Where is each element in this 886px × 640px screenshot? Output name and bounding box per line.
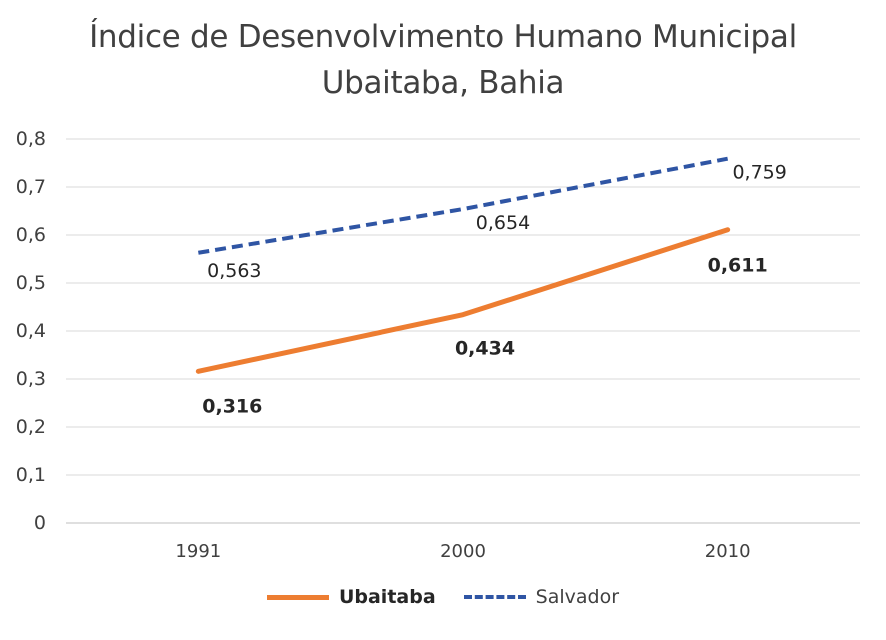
- chart-title: Índice de Desenvolvimento Humano Municip…: [89, 19, 797, 55]
- data-label-ubaitaba: 0,611: [708, 255, 768, 277]
- chart-title-block: Índice de Desenvolvimento Humano Municip…: [0, 14, 886, 106]
- y-tick-label: 0,6: [16, 224, 46, 246]
- x-tick-label: 2000: [440, 541, 486, 562]
- x-tick-label: 1991: [175, 541, 221, 562]
- legend-item-ubaitaba: Ubaitaba: [266, 586, 436, 608]
- chart-subtitle: Ubaitaba, Bahia: [321, 65, 565, 101]
- legend-item-salvador: Salvador: [463, 586, 620, 608]
- legend-swatch-ubaitaba: [266, 594, 329, 600]
- legend-swatch-salvador: [463, 595, 526, 599]
- series-line-ubaitaba: [195, 227, 731, 374]
- chart-legend: Ubaitaba Salvador: [0, 586, 886, 608]
- y-tick-label: 0,8: [16, 128, 46, 150]
- y-tick-label: 0,2: [16, 416, 46, 438]
- x-tick-label: 2010: [705, 541, 751, 562]
- series-line-salvador: [198, 156, 729, 255]
- legend-label-salvador: Salvador: [535, 586, 620, 608]
- data-label-salvador: 0,563: [207, 260, 261, 282]
- data-label-ubaitaba: 0,316: [202, 395, 262, 417]
- data-label-salvador: 0,654: [476, 212, 530, 234]
- legend-label-ubaitaba: Ubaitaba: [338, 586, 436, 608]
- y-tick-label: 0,7: [16, 176, 46, 198]
- y-tick-label: 0: [34, 512, 46, 534]
- line-chart: 0 0,1 0,2 0,3 0,4 0,5 0,6 0,7 0,8 1991 2000 2010 0,3…: [16, 128, 860, 562]
- y-tick-label: 0,4: [16, 320, 46, 342]
- y-tick-label: 0,5: [16, 272, 46, 294]
- data-label-ubaitaba: 0,434: [455, 338, 515, 360]
- y-tick-label: 0,1: [16, 464, 46, 486]
- y-tick-label: 0,3: [16, 368, 46, 390]
- data-label-salvador: 0,759: [732, 162, 786, 184]
